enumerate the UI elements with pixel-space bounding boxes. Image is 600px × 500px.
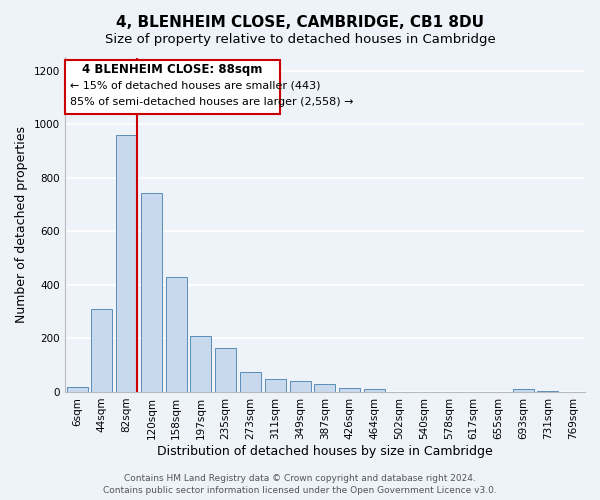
Text: ← 15% of detached houses are smaller (443): ← 15% of detached houses are smaller (44… (70, 81, 320, 91)
Bar (67, 386, 88, 392)
Bar (91, 309, 112, 392)
Bar (190, 336, 211, 392)
Bar (166, 277, 187, 392)
Text: 4, BLENHEIM CLOSE, CAMBRIDGE, CB1 8DU: 4, BLENHEIM CLOSE, CAMBRIDGE, CB1 8DU (116, 15, 484, 30)
FancyBboxPatch shape (65, 60, 280, 114)
Bar (364, 390, 385, 392)
Bar (290, 382, 311, 392)
Y-axis label: Number of detached properties: Number of detached properties (15, 126, 28, 323)
Bar (116, 135, 137, 392)
X-axis label: Distribution of detached houses by size in Cambridge: Distribution of detached houses by size … (157, 444, 493, 458)
Bar (512, 390, 533, 392)
Bar (538, 390, 559, 392)
Bar (265, 378, 286, 392)
Text: Contains HM Land Registry data © Crown copyright and database right 2024.
Contai: Contains HM Land Registry data © Crown c… (103, 474, 497, 495)
Text: 4 BLENHEIM CLOSE: 88sqm: 4 BLENHEIM CLOSE: 88sqm (82, 64, 263, 76)
Bar (215, 348, 236, 392)
Bar (240, 372, 261, 392)
Bar (339, 388, 360, 392)
Bar (141, 192, 162, 392)
Text: 85% of semi-detached houses are larger (2,558) →: 85% of semi-detached houses are larger (… (70, 97, 353, 107)
Text: Size of property relative to detached houses in Cambridge: Size of property relative to detached ho… (104, 32, 496, 46)
Bar (314, 384, 335, 392)
